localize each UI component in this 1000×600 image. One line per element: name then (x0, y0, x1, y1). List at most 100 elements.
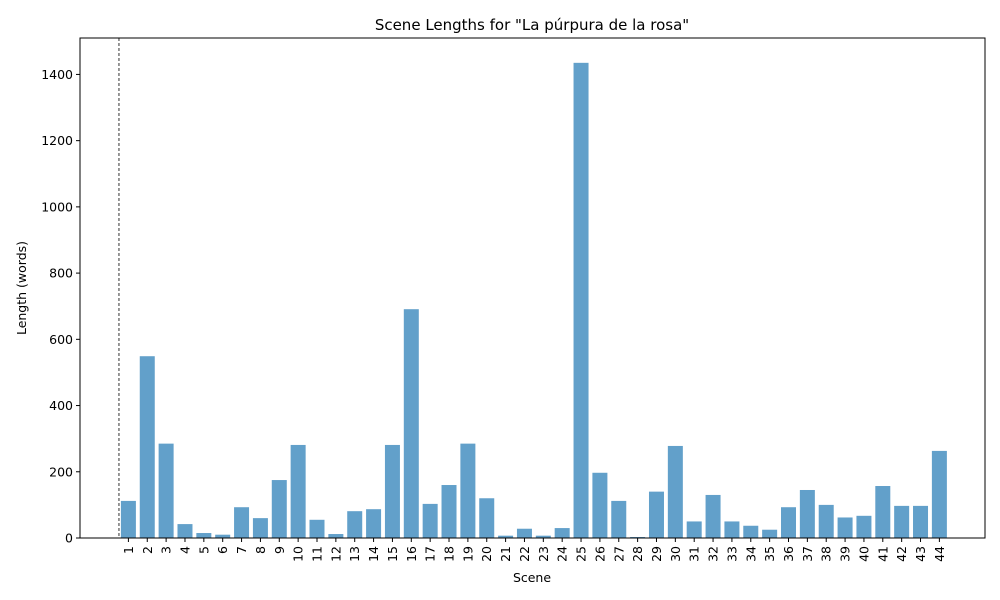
x-tick-label: 9 (272, 546, 287, 554)
bar-scene-36 (781, 507, 796, 538)
bar-scene-40 (856, 515, 872, 538)
bar-scene-32 (705, 494, 721, 538)
bar-scene-3 (158, 443, 174, 538)
x-tick-label: 34 (743, 546, 758, 562)
bar-scene-38 (818, 504, 834, 538)
x-tick-label: 11 (310, 546, 325, 562)
x-tick-label: 31 (687, 546, 702, 562)
x-tick-label: 25 (574, 546, 589, 562)
bar-scene-24 (554, 528, 570, 538)
x-tick-label: 1 (121, 546, 136, 554)
x-tick-label: 26 (592, 546, 607, 562)
x-tick-label: 2 (140, 546, 155, 554)
x-tick-label: 10 (291, 546, 306, 562)
bar-scene-30 (667, 445, 683, 538)
bar-scene-11 (309, 519, 325, 538)
x-tick-label: 4 (177, 546, 192, 554)
x-axis: 1 2 3 4 5 6 7 8 9 10 11 12 13 14 15 16 17 18 19 20 21 22 23 24 2… (121, 538, 947, 562)
bar-scene-22 (516, 528, 532, 538)
y-axis-label: Length (words) (14, 241, 29, 335)
x-tick-label: 32 (706, 546, 721, 562)
y-tick-label: 800 (49, 266, 73, 281)
bar-scene-26 (592, 472, 608, 538)
bar-scene-44 (931, 450, 947, 538)
x-tick-label: 13 (347, 546, 362, 562)
plot-frame (79, 37, 986, 539)
bar-scene-1 (120, 500, 136, 538)
y-tick-label: 0 (65, 531, 73, 546)
x-tick-label: 37 (800, 546, 815, 562)
x-tick-label: 6 (215, 546, 230, 554)
bar-scene-19 (460, 443, 476, 538)
x-tick-label: 33 (724, 546, 739, 562)
bar-scene-43 (913, 505, 929, 538)
bar-scene-33 (724, 521, 740, 538)
x-tick-label: 44 (932, 546, 947, 562)
x-tick-label: 8 (253, 546, 268, 554)
bar-scene-6 (215, 534, 231, 538)
bar-scene-2 (139, 356, 155, 538)
bar-scene-39 (837, 517, 853, 538)
bar-scene-18 (441, 485, 457, 538)
x-tick-label: 28 (630, 546, 645, 562)
bar-scene-27 (611, 500, 627, 538)
x-axis-label: Scene (513, 570, 551, 585)
y-tick-label: 1400 (41, 67, 73, 82)
x-tick-label: 24 (555, 546, 570, 562)
x-tick-label: 16 (404, 546, 419, 562)
bar-scene-23 (535, 535, 551, 538)
x-tick-label: 29 (649, 546, 664, 562)
x-tick-label: 15 (385, 546, 400, 562)
bar-scene-12 (328, 534, 344, 538)
x-tick-label: 23 (536, 546, 551, 562)
bar-scene-14 (366, 509, 382, 538)
x-tick-label: 7 (234, 546, 249, 554)
bar-scene-5 (196, 533, 212, 538)
bar-scene-35 (762, 529, 778, 538)
bar-scene-37 (799, 489, 815, 538)
x-tick-label: 35 (762, 546, 777, 562)
bar-scene-9 (271, 480, 287, 538)
x-tick-label: 39 (838, 546, 853, 562)
bar-scene-41 (875, 486, 891, 538)
y-tick-label: 1200 (41, 133, 73, 148)
y-tick-label: 400 (49, 398, 73, 413)
bar-scene-29 (648, 491, 664, 538)
x-tick-label: 12 (328, 546, 343, 562)
x-tick-label: 43 (913, 546, 928, 562)
x-tick-label: 27 (611, 546, 626, 562)
x-tick-label: 5 (196, 546, 211, 554)
x-tick-label: 22 (517, 546, 532, 562)
bar-scene-25 (573, 62, 589, 538)
y-tick-label: 1000 (41, 199, 73, 214)
x-tick-label: 36 (781, 546, 796, 562)
bar-scene-16 (403, 309, 419, 538)
bar-scene-34 (743, 525, 759, 538)
x-tick-label: 14 (366, 546, 381, 562)
bar-scene-17 (422, 503, 438, 538)
y-axis: 0 200 400 600 800 1000 1200 1400 (41, 67, 80, 546)
x-tick-label: 21 (498, 546, 513, 562)
y-tick-label: 200 (49, 464, 73, 479)
bar-scene-42 (894, 505, 910, 538)
x-tick-label: 18 (442, 546, 457, 562)
x-tick-label: 40 (856, 546, 871, 562)
bar-scene-21 (498, 535, 514, 538)
bar-scene-13 (347, 511, 363, 538)
x-tick-label: 20 (479, 546, 494, 562)
x-tick-label: 38 (819, 546, 834, 562)
y-tick-label: 600 (49, 332, 73, 347)
bar-scene-7 (234, 507, 250, 538)
x-tick-label: 42 (894, 546, 909, 562)
chart-title: Scene Lengths for "La púrpura de la rosa… (375, 16, 689, 34)
x-tick-label: 19 (460, 546, 475, 562)
bar-scene-20 (479, 498, 495, 538)
x-tick-label: 30 (668, 546, 683, 562)
bar-scene-10 (290, 444, 306, 538)
x-tick-label: 17 (423, 546, 438, 562)
x-tick-label: 41 (875, 546, 890, 562)
bar-scene-31 (686, 521, 702, 538)
bars-group (120, 62, 947, 538)
bar-scene-15 (384, 444, 400, 538)
